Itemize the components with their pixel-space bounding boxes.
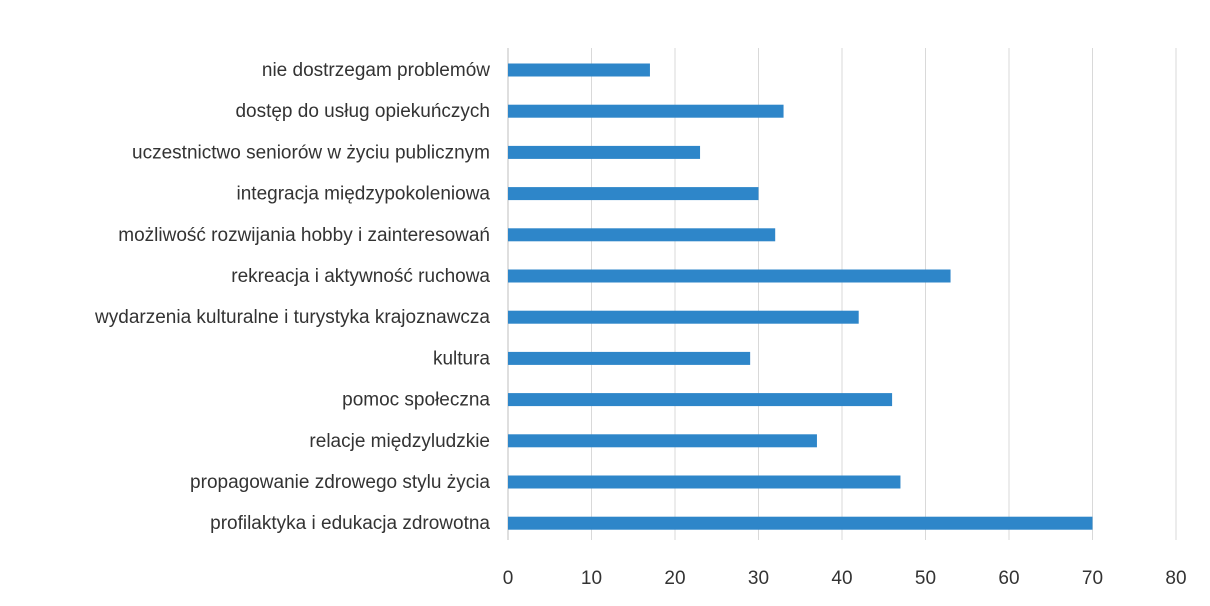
bar	[508, 187, 759, 201]
bar	[508, 63, 650, 77]
x-tick-labels: 0 10 20 30 40 50 60 70 80	[503, 568, 1187, 589]
category-label: relacje międzyludzkie	[309, 431, 490, 452]
x-tick-label: 20	[664, 568, 685, 589]
category-label: dostęp do usług opiekuńczych	[235, 101, 490, 122]
x-tick-label: 80	[1165, 568, 1186, 589]
bar	[508, 104, 784, 118]
bar	[508, 310, 859, 324]
category-label: rekreacja i aktywność ruchowa	[231, 266, 490, 287]
bar	[508, 516, 1093, 530]
x-tick-label: 50	[915, 568, 936, 589]
x-tick-label: 70	[1082, 568, 1103, 589]
category-label: uczestnictwo seniorów w życiu publicznym	[132, 142, 490, 163]
bar	[508, 434, 817, 448]
category-label: wydarzenia kulturalne i turystyka krajoz…	[94, 307, 490, 328]
bars	[508, 63, 1093, 530]
bar	[508, 351, 751, 365]
x-tick-label: 40	[831, 568, 852, 589]
category-label: nie dostrzegam problemów	[262, 60, 490, 81]
category-label: pomoc społeczna	[342, 390, 490, 411]
bar	[508, 393, 893, 407]
category-label: integracja międzypokoleniowa	[237, 184, 491, 205]
bar	[508, 228, 776, 242]
gridlines	[507, 48, 1177, 540]
x-tick-label: 10	[581, 568, 602, 589]
bar	[508, 475, 901, 489]
bar	[508, 145, 701, 159]
category-label: możliwość rozwijania hobby i zainteresow…	[118, 225, 490, 246]
bar	[508, 269, 951, 283]
x-tick-label: 60	[998, 568, 1019, 589]
category-label: propagowanie zdrowego stylu życia	[190, 472, 490, 493]
x-tick-label: 30	[748, 568, 769, 589]
category-label: profilaktyka i edukacja zdrowotna	[210, 513, 490, 534]
x-tick-label: 0	[503, 568, 514, 589]
category-label: kultura	[433, 348, 490, 369]
category-labels: nie dostrzegam problemów dostęp do usług …	[94, 60, 490, 534]
